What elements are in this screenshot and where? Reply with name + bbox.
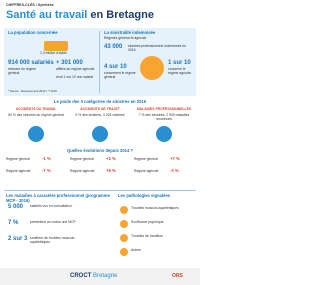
ra-share: 1 sur 10 [168,60,191,66]
actifs: 1,3 million d'actifs [40,51,67,55]
population-title: La population concernée [8,30,58,35]
category-text: 7 % des sinistres, 2 900 maladies reconn… [138,113,190,121]
pathology: Autres [131,248,141,252]
mcp-title: Les maladies à caractère professionnel (… [6,193,110,203]
pathology-icon [120,220,128,228]
ra-label: Régime agricole [134,169,159,173]
pathology: Troubles musculo-squelettiques [131,206,179,210]
mcp-value1: 5 000 [8,204,24,210]
total-note: sinistres professionnels indemnisés en 2… [128,44,187,52]
ra-share-note: concerne le régime agricole [168,67,192,75]
category-name: MALADIES PROFESSIONNELLES [136,107,192,111]
ra-value: + 301 000 [56,60,83,66]
source-note: * Source : Recensement 2013 / ** 2016 [8,89,57,93]
sinistralite-title: La sinistralité indemnisée [104,30,156,35]
category-icon [92,126,108,142]
rg-value: 914 000 salariés [8,60,54,66]
category-name: ACCIDENTS DU TRAVAIL [15,107,57,111]
category-icon [28,126,44,142]
pie-icon [140,56,164,80]
total: 43 000 [104,44,123,50]
rg-share-note: concernent le régime général [104,71,136,79]
footer-brand: CROCT Bretagne [70,273,117,280]
kicker: CHIFFRES-CLÉS / Synthèse [6,3,54,7]
rg-label: Régime général [6,157,30,161]
mcp-value3: 2 sur 3 [8,236,28,242]
pathology: Troubles de l'audition [131,234,163,238]
partner: ORS [172,273,183,279]
mcp-value2: 7 % [8,220,19,226]
rg-evolution: +2 % [106,156,116,161]
ra-label: Régime agricole [70,169,95,173]
pathology-icon [120,248,128,256]
ra-evolution: -7 % [42,168,51,173]
mcp-note2: présentent au moins une MCP [30,220,76,224]
pathology-icon [120,234,128,242]
sinistralite-subtitle: Régimes général et agricole [104,36,147,40]
ra-detail: dont 1 sur 10 non salarié [56,75,94,79]
ra-evolution: -3 % [170,168,179,173]
category-text: 84 % des sinistres du régime général [8,113,64,117]
panel-top [4,28,196,96]
category-name: ACCIDENTS DE TRAJET [80,107,120,111]
infographic: CHIFFRES-CLÉS / Synthèse Santé au travai… [0,3,200,285]
brand: CROCT [70,273,92,279]
region: Bretagne [93,273,118,279]
icon [44,41,68,51]
ra-label: Régime agricole [6,169,31,173]
mcp-note3: souffrent de troubles musculo-squelettiq… [30,236,76,244]
category-icon [156,126,172,142]
rg-note: relevant du régime général [8,67,37,75]
rg-evolution: -1 % [42,156,51,161]
rg-evolution: +7 % [170,156,180,161]
footer [0,268,200,285]
rg-label: Régime général [134,157,158,161]
title: Santé au travail en Bretagne [6,9,154,22]
mcp-note1: salariés vus en consultation [30,204,72,208]
pathology: Souffrance psychique [131,220,164,224]
categories-title: Le poids des 3 catégories de sinistres e… [53,99,147,104]
ra-note: affiliés au régime agricole [56,67,95,71]
title-rest: en Bretagne [90,9,154,21]
rg-share: 4 sur 10 [104,64,127,70]
pathology-icon [120,206,128,214]
category-text: 9 % des sinistres, 3 225 victimes [75,113,125,117]
separator [4,190,196,191]
title-highlight: Santé au travail [6,9,88,21]
ra-evolution: +5 % [106,168,116,173]
divider [99,31,100,93]
rg-label: Régime général [70,157,94,161]
evolution-title: Quelles évolutions depuis 2014 ? [66,148,134,153]
pathologies-title: Les pathologies signalées [118,193,171,198]
